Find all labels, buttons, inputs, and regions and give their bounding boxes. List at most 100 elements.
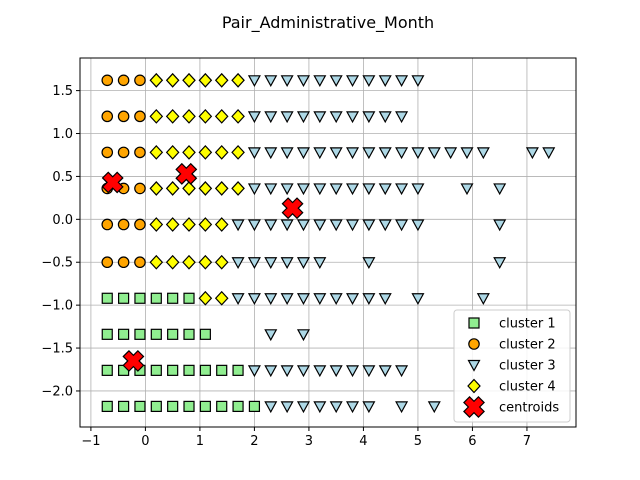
cluster-3-point: [378, 147, 392, 160]
cluster-3-point: [346, 293, 360, 306]
cluster-1-point: [134, 400, 146, 413]
cluster-3-point: [460, 147, 474, 160]
cluster-3-point: [395, 111, 409, 124]
cluster-2-point: [117, 74, 130, 87]
cluster-4-point: [165, 217, 180, 232]
x-tick-label: 3: [305, 434, 313, 449]
cluster-3-point: [362, 75, 376, 88]
cluster-2-point: [101, 256, 114, 269]
cluster-1-point: [150, 400, 162, 413]
cluster-3-point: [362, 183, 376, 196]
cluster-3-point: [280, 111, 294, 124]
cluster-4-point: [231, 145, 245, 160]
cluster-3-point: [264, 219, 278, 232]
legend-label-cluster-3: cluster 3: [499, 359, 556, 374]
cluster-1-point: [183, 400, 195, 413]
cluster-4-point: [214, 108, 229, 124]
centroids-point: [175, 162, 198, 185]
cluster-3-point: [460, 183, 474, 196]
cluster-4-point: [149, 181, 164, 196]
cluster-3-point: [362, 401, 376, 414]
cluster-4-point: [214, 290, 229, 306]
cluster-3-point: [493, 219, 507, 232]
cluster-4-point: [198, 72, 213, 88]
cluster-3-point: [329, 219, 343, 232]
cluster-3-point: [313, 147, 327, 160]
y-tick-label: 0.5: [52, 170, 73, 185]
cluster-3-point: [525, 147, 539, 160]
cluster-3-point: [362, 293, 376, 306]
cluster-1-point: [134, 292, 146, 304]
cluster-3-point: [411, 293, 425, 306]
cluster-4-point: [182, 72, 196, 88]
cluster-3-point: [411, 147, 425, 160]
cluster-3-point: [247, 111, 261, 124]
legend-marker-cluster-2: [468, 338, 480, 350]
cluster-4-point: [198, 145, 213, 160]
cluster-3-point: [395, 183, 409, 196]
legend-marker-cluster-4: [467, 378, 481, 394]
cluster-3-point: [247, 147, 261, 160]
cluster-4-point: [214, 181, 229, 196]
x-tick-label: 2: [250, 434, 258, 449]
cluster-3-point: [280, 293, 294, 306]
y-tick-label: 0.0: [52, 213, 73, 228]
cluster-3-point: [346, 401, 360, 414]
y-tick-label: −0.5: [41, 256, 73, 271]
cluster-4-point: [165, 145, 180, 160]
cluster-4-point: [198, 181, 213, 196]
cluster-3-point: [427, 147, 441, 160]
cluster-2-point: [101, 146, 114, 159]
cluster-1-point: [101, 328, 113, 340]
cluster-3-point: [476, 147, 490, 160]
cluster-1-point: [101, 364, 113, 376]
cluster-2-point: [117, 218, 130, 231]
cluster-3-point: [362, 147, 376, 160]
cluster-3-point: [264, 75, 278, 88]
cluster-1-point: [183, 292, 195, 304]
cluster-3-point: [411, 75, 425, 88]
cluster-1-point: [183, 328, 195, 340]
cluster-4-point: [214, 72, 229, 88]
cluster-3-point: [247, 293, 261, 306]
cluster-3-point: [231, 293, 245, 306]
cluster-3-point: [296, 219, 310, 232]
cluster-3-point: [329, 111, 343, 124]
legend: cluster 1 cluster 2 cluster 3 cluster 4 cent…: [453, 309, 571, 423]
centroids-point: [281, 197, 304, 220]
cluster-4-point: [214, 254, 229, 270]
x-tick-label: 1: [196, 434, 204, 449]
cluster-3-point: [395, 401, 409, 414]
cluster-1-point: [232, 364, 244, 376]
cluster-3-point: [378, 365, 392, 378]
cluster-3-point: [296, 329, 310, 342]
cluster-4-point: [149, 217, 164, 232]
cluster-2-point: [101, 74, 114, 87]
cluster-3-point: [329, 75, 343, 88]
cluster-3-point: [444, 147, 458, 160]
cluster-3-point: [296, 111, 310, 124]
x-tick-label: 7: [523, 434, 531, 449]
legend-box: [453, 309, 571, 423]
cluster-1-point: [216, 400, 228, 413]
cluster-3-point: [247, 183, 261, 196]
cluster-4-point: [214, 217, 229, 232]
cluster-2-point: [134, 256, 146, 269]
cluster-1-point: [101, 292, 113, 304]
cluster-3-point: [346, 183, 360, 196]
cluster-1-point: [199, 328, 211, 340]
cluster-3-point: [395, 365, 409, 378]
cluster-3-point: [378, 219, 392, 232]
legend-marker-cluster-3: [467, 359, 481, 372]
cluster-3-point: [378, 183, 392, 196]
cluster-1-point: [248, 400, 261, 413]
cluster-1-point: [101, 400, 113, 413]
cluster-2-point: [134, 74, 146, 87]
cluster-3-point: [247, 219, 261, 232]
cluster-3-point: [313, 401, 327, 414]
cluster-2-point: [117, 146, 130, 159]
cluster-3-point: [264, 257, 278, 269]
y-tick-label: 1.0: [52, 127, 73, 142]
legend-label-centroids: centroids: [499, 401, 559, 416]
cluster-4-point: [198, 290, 213, 306]
